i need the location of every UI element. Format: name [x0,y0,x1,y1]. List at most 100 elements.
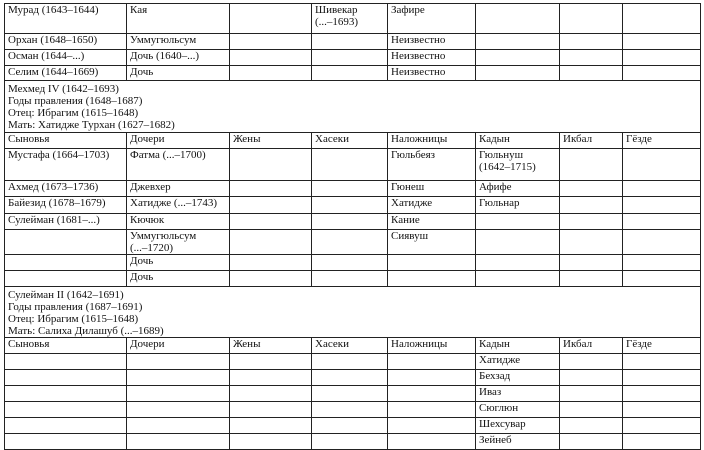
table-cell [311,401,388,418]
table-cell: Дочери [126,337,230,354]
table-cell: Кадын [475,132,560,149]
table-cell: Сыновья [4,132,127,149]
table-cell: Кание [387,213,476,230]
table-cell [311,148,388,181]
table-row: Осман (1644–...) Дочь (1640–...) Неизвестн… [4,49,701,66]
table-cell [559,254,623,271]
table-cell [311,254,388,271]
table-cell: Гюльнар [475,196,560,214]
table-cell: Сыновья [4,337,127,354]
table-cell: Хатидже [387,196,476,214]
table-cell: Жены [229,132,312,149]
table-cell [4,369,127,386]
table-cell [475,49,560,66]
table-row: Мустафа (1664–1703) Фатма (...–1700) Гюльб… [4,148,701,181]
table-cell [229,196,312,214]
table-cell [559,196,623,214]
table-cell [229,417,312,434]
table-cell: Дочь [126,270,230,287]
table-cell [229,254,312,271]
table-cell: Наложницы [387,337,476,354]
table-cell [387,353,476,370]
table-row: Иваз [4,385,701,402]
table-cell: Ахмед (1673–1736) [4,180,127,197]
table-cell: Шивекар (...–1693) [311,3,388,34]
table-cell [229,3,312,34]
table-cell [311,353,388,370]
table-cell: Уммугюльсум (...–1720) [126,229,230,255]
table-cell [622,196,701,214]
table-cell: Зафире [387,3,476,34]
table-cell [229,180,312,197]
table-cell [126,401,230,418]
table-cell: Кая [126,3,230,34]
table-cell [622,270,701,287]
table-cell: Селим (1644–1669) [4,65,127,81]
table-cell: Хатидже [475,353,560,370]
table-cell: Дочь [126,65,230,81]
table-cell [126,417,230,434]
table-cell [229,401,312,418]
table-cell [475,3,560,34]
table-cell [475,270,560,287]
table-cell: Афифе [475,180,560,197]
table-row: Бехзад [4,369,701,386]
mehmed-info-row: Мехмед IV (1642–1693) Годы правления (164… [4,80,701,133]
table-cell [622,401,701,418]
table-cell [622,213,701,230]
table-cell [4,254,127,271]
table-cell [559,417,623,434]
table-cell: Кючюк [126,213,230,230]
suleiman-info-row: Сулейман II (1642–1691) Годы правления (1… [4,286,701,338]
table-cell [229,33,312,50]
table-cell: Гёзде [622,337,701,354]
table-cell: Гюнеш [387,180,476,197]
table-cell [559,433,623,450]
table-cell: Хасеки [311,132,388,149]
table-cell: Мустафа (1664–1703) [4,148,127,181]
table-cell: Шехсувар [475,417,560,434]
table-cell [4,433,127,450]
table-row: Ахмед (1673–1736) Джевхер Гюнеш Афифе [4,180,701,197]
table-cell [559,270,623,287]
table-cell [229,353,312,370]
table-cell [311,213,388,230]
table-cell: Гёзде [622,132,701,149]
table-cell: Сиявуш [387,229,476,255]
table-cell [559,385,623,402]
table-cell [311,180,388,197]
table-cell [126,433,230,450]
table-cell [387,385,476,402]
table-cell [559,33,623,50]
table-cell [622,229,701,255]
info-line: Отец: Ибрагим (1615–1648) [8,107,139,119]
table-cell: Дочь [126,254,230,271]
table-cell [126,385,230,402]
table-cell: Икбал [559,337,623,354]
table-row: Сюглюн [4,401,701,418]
table-cell [622,417,701,434]
table-cell [311,196,388,214]
table-cell [311,49,388,66]
table-cell [229,270,312,287]
header-row: Сыновья Дочери Жены Хасеки Наложницы Кадын Икб… [4,132,701,149]
table-row: Уммугюльсум (...–1720) Сиявуш [4,229,701,255]
table-cell [311,385,388,402]
info-line: Мехмед IV (1642–1693) [8,83,119,95]
table-cell [622,65,701,81]
table-cell: Фатма (...–1700) [126,148,230,181]
table-cell [475,213,560,230]
table-cell [622,254,701,271]
table-cell [622,148,701,181]
table-cell: Неизвестно [387,33,476,50]
info-line: Сулейман II (1642–1691) [8,289,124,301]
table-cell [126,369,230,386]
table-cell: Икбал [559,132,623,149]
table-row: Шехсувар [4,417,701,434]
table-row: Байезид (1678–1679) Хатидже (...–1743) Хат… [4,196,701,214]
info-line: Мать: Хатидже Турхан (1627–1682) [8,119,175,131]
table-cell: Байезид (1678–1679) [4,196,127,214]
table-cell: Неизвестно [387,65,476,81]
table-cell [559,401,623,418]
table-row: Дочь [4,270,701,287]
